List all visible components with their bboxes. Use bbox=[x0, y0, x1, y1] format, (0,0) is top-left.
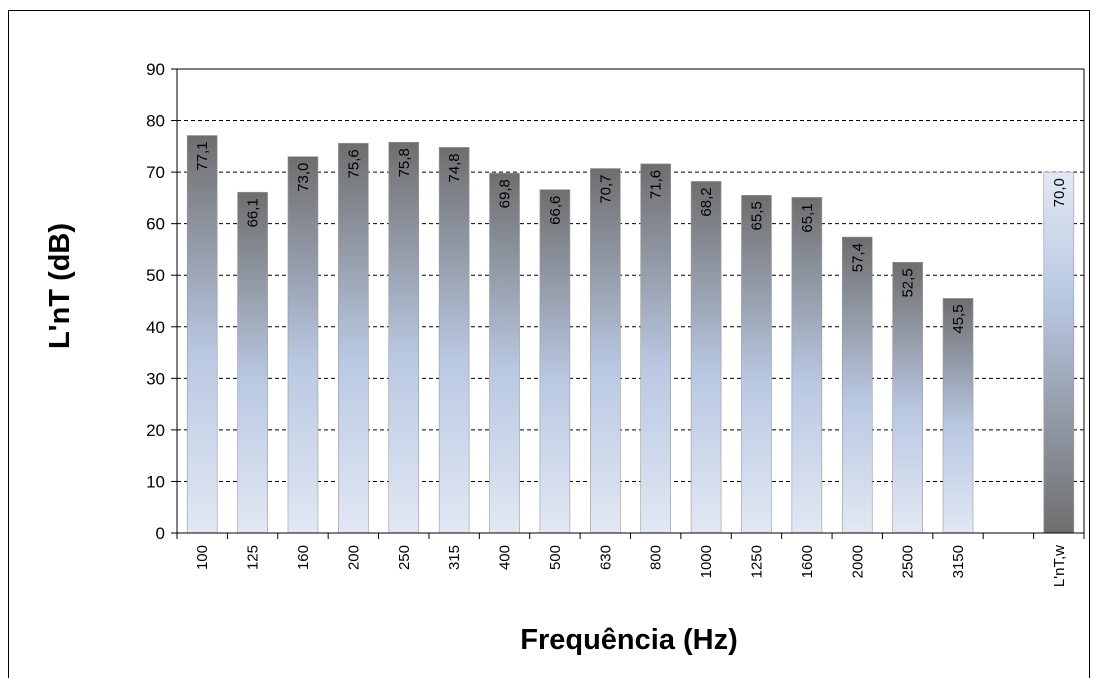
y-tick-label: 70 bbox=[146, 163, 165, 182]
summary-bar bbox=[1043, 171, 1075, 534]
data-label: 66,1 bbox=[245, 198, 262, 227]
y-tick-label: 20 bbox=[146, 421, 165, 440]
bar bbox=[640, 163, 671, 534]
bar bbox=[892, 262, 923, 534]
x-tick-label: 125 bbox=[245, 545, 262, 570]
bar bbox=[338, 142, 369, 534]
x-tick-label: L'nT,w bbox=[1051, 545, 1068, 587]
data-label: 65,1 bbox=[799, 203, 816, 232]
x-tick-label: 800 bbox=[648, 545, 665, 570]
bar bbox=[489, 172, 520, 534]
data-label: 65,5 bbox=[748, 201, 765, 230]
y-axis-title: L'nT (dB) bbox=[44, 223, 76, 349]
y-tick-label: 50 bbox=[146, 266, 165, 285]
data-label: 75,6 bbox=[345, 149, 362, 178]
bars bbox=[186, 135, 1075, 534]
bar bbox=[287, 156, 319, 534]
bar bbox=[237, 191, 268, 534]
y-tick-label: 0 bbox=[156, 524, 165, 543]
data-label: 69,8 bbox=[497, 179, 514, 208]
bar-chart: 0 10 20 30 40 50 60 70 80 90 100 125 160 200 250 315 400… bbox=[44, 60, 1085, 656]
data-label: 45,5 bbox=[950, 304, 967, 333]
bar bbox=[690, 181, 722, 534]
x-tick-label: 250 bbox=[396, 545, 413, 570]
y-tick-label: 80 bbox=[146, 112, 165, 131]
x-tick-label: 100 bbox=[194, 545, 211, 570]
x-tick-label: 400 bbox=[497, 545, 514, 570]
data-labels: 77,1 66,1 73,0 75,6 75,8 74,8 69,8 66,6 70,7 71,6… bbox=[194, 142, 1068, 334]
x-tick-label: 1600 bbox=[799, 545, 816, 578]
y-tick-label: 40 bbox=[146, 318, 165, 337]
y-tick-label: 60 bbox=[146, 215, 165, 234]
x-tick-label: 630 bbox=[597, 545, 614, 570]
data-label: 66,6 bbox=[547, 196, 564, 225]
data-label: 77,1 bbox=[194, 142, 211, 171]
data-label: 75,8 bbox=[396, 148, 413, 177]
x-tick-label: 315 bbox=[446, 545, 463, 570]
x-tick-label: 1250 bbox=[748, 545, 765, 578]
data-label: 52,5 bbox=[900, 268, 917, 297]
x-tick-label: 2500 bbox=[900, 545, 917, 578]
bar bbox=[791, 197, 823, 534]
x-tick-label: 200 bbox=[345, 545, 362, 570]
data-label: 71,6 bbox=[648, 170, 665, 199]
x-axis-title: Frequência (Hz) bbox=[520, 624, 738, 656]
data-label: 68,2 bbox=[698, 187, 715, 216]
bar bbox=[438, 147, 470, 534]
x-tick-label: 1000 bbox=[698, 545, 715, 578]
bar bbox=[741, 195, 772, 534]
data-label: 70,0 bbox=[1051, 178, 1068, 207]
y-tick-label: 30 bbox=[146, 369, 165, 388]
bar bbox=[590, 168, 621, 534]
data-label: 73,0 bbox=[295, 163, 312, 192]
bar bbox=[388, 141, 420, 534]
bar bbox=[186, 135, 218, 534]
chart-frame: 0 10 20 30 40 50 60 70 80 90 100 125 160 200 250 315 400… bbox=[8, 10, 1090, 678]
x-tick-label: 3150 bbox=[950, 545, 967, 578]
axes: 0 10 20 30 40 50 60 70 80 90 100 125 160 200 250 315 400… bbox=[146, 60, 1085, 587]
bar bbox=[539, 189, 571, 534]
data-label: 57,4 bbox=[849, 243, 866, 272]
x-tick-label: 500 bbox=[547, 545, 564, 570]
data-label: 74,8 bbox=[446, 153, 463, 182]
y-tick-label: 90 bbox=[146, 60, 165, 79]
data-label: 70,7 bbox=[597, 175, 614, 204]
bar bbox=[942, 298, 974, 534]
x-tick-label: 160 bbox=[295, 545, 312, 570]
y-tick-label: 10 bbox=[146, 472, 165, 491]
bar bbox=[841, 236, 873, 534]
x-tick-label: 2000 bbox=[849, 545, 866, 578]
